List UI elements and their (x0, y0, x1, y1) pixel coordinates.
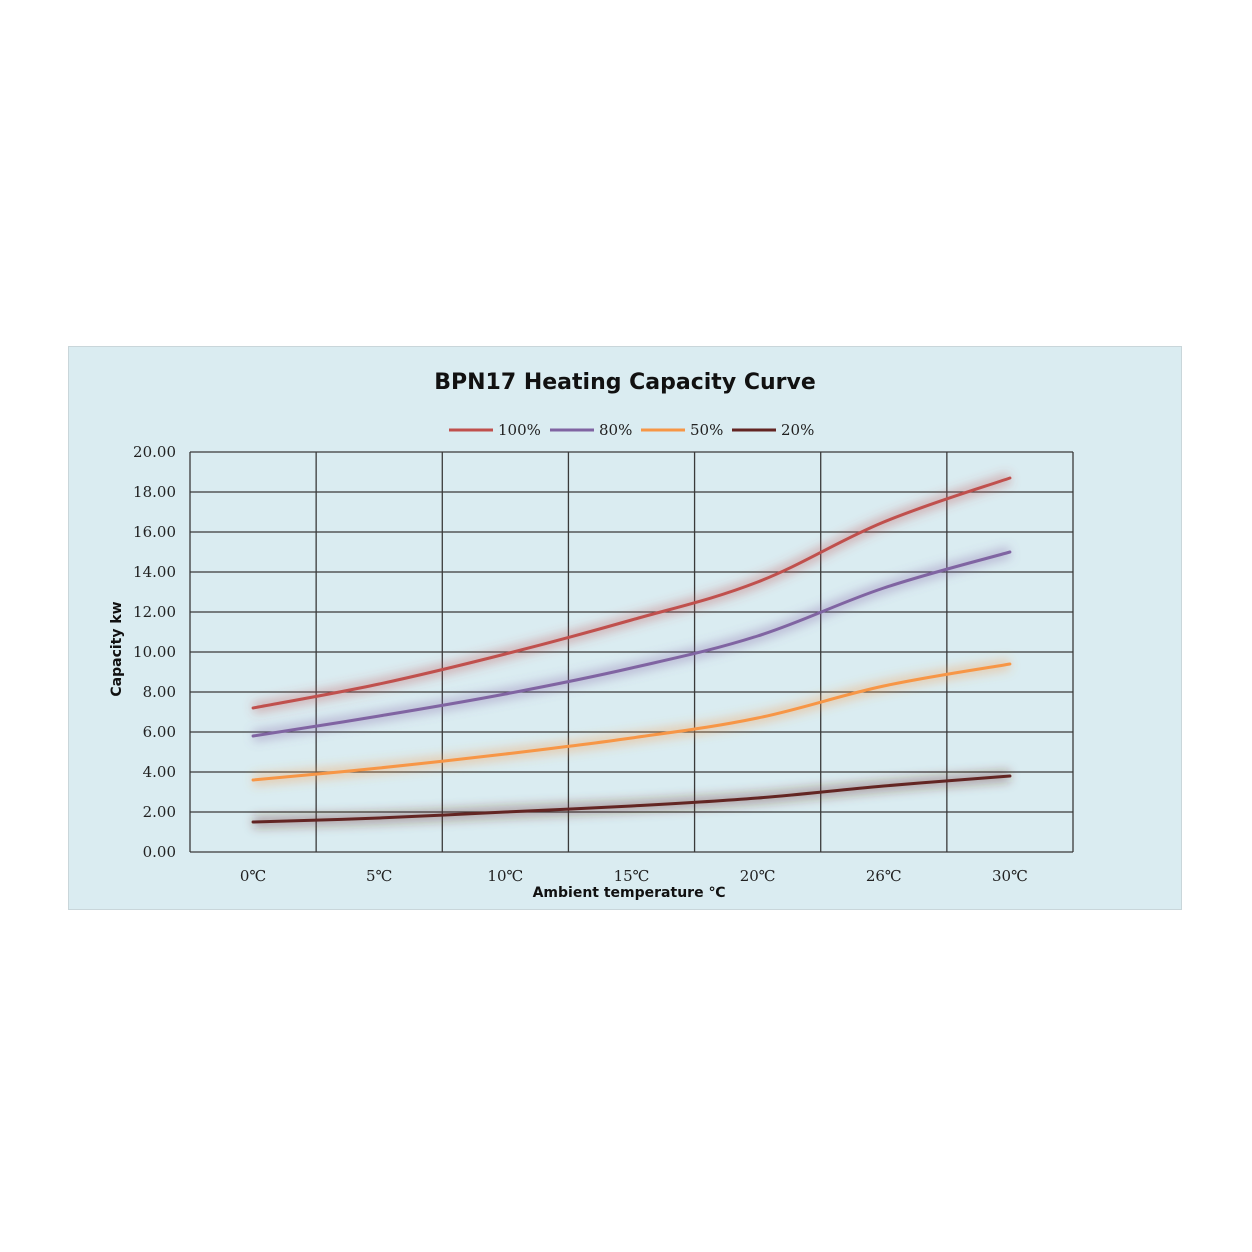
x-tick-label: 26℃ (866, 867, 902, 885)
series-line-80pct (251, 550, 1012, 738)
x-tick-label: 15℃ (614, 867, 650, 885)
plot-grid (189, 451, 1074, 853)
legend: 100% 80% 50% 20% (449, 421, 814, 439)
x-tick-label: 30℃ (992, 867, 1028, 885)
y-tick-label: 10.00 (133, 643, 176, 661)
legend-item: 50% (641, 421, 723, 439)
x-tick-label: 20℃ (740, 867, 776, 885)
y-axis-title: Capacity kw (109, 601, 125, 696)
series-glow-3 (252, 770, 1011, 828)
legend-label: 50% (690, 421, 723, 439)
y-axis-ticks: 0.00 2.00 4.00 6.00 8.00 10.00 12.00 14.00 16.00… (133, 443, 176, 861)
x-tick-label: 10℃ (487, 867, 523, 885)
y-tick-label: 14.00 (133, 563, 176, 581)
legend-label: 80% (599, 421, 632, 439)
y-tick-label: 18.00 (133, 483, 176, 501)
chart-title: BPN17 Heating Capacity Curve (434, 370, 816, 395)
x-axis-title: Ambient temperature ℃ (533, 885, 726, 901)
y-tick-label: 4.00 (143, 763, 176, 781)
y-tick-label: 12.00 (133, 603, 176, 621)
y-tick-label: 2.00 (143, 803, 176, 821)
y-tick-label: 16.00 (133, 523, 176, 541)
series-line-20pct (251, 774, 1012, 824)
chart-panel: BPN17 Heating Capacity Curve 100% 80% 50% 2… (68, 346, 1182, 910)
x-axis-ticks: 0℃ 5℃ 10℃ 15℃ 20℃ 26℃ 30℃ (240, 867, 1028, 885)
series-line-50pct (251, 662, 1012, 782)
x-tick-label: 5℃ (366, 867, 392, 885)
series-glow-1 (252, 546, 1012, 742)
legend-label: 20% (781, 421, 814, 439)
capacity-chart: BPN17 Heating Capacity Curve 100% 80% 50% 2… (109, 370, 1074, 901)
y-tick-label: 6.00 (143, 723, 176, 741)
legend-item: 100% (449, 421, 541, 439)
series-lines (251, 476, 1012, 824)
y-tick-label: 8.00 (143, 683, 176, 701)
legend-item: 80% (550, 421, 632, 439)
legend-label: 100% (498, 421, 541, 439)
series-line-100pct (251, 476, 1012, 710)
legend-item: 20% (732, 421, 814, 439)
y-tick-label: 20.00 (133, 443, 176, 461)
x-tick-label: 0℃ (240, 867, 266, 885)
y-tick-label: 0.00 (143, 843, 176, 861)
